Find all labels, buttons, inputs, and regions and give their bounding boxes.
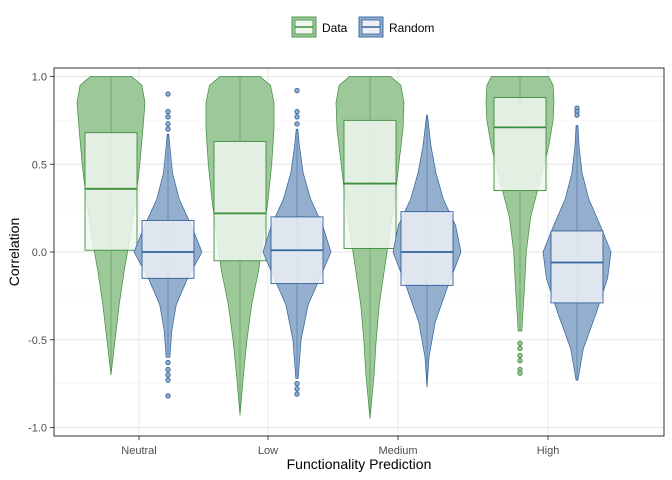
outlier-point <box>165 114 171 120</box>
outlier-point <box>517 358 523 364</box>
legend-label-data: Data <box>322 21 348 35</box>
outlier-point <box>165 359 171 366</box>
legend-label-random: Random <box>389 21 434 35</box>
y-tick-label: 0.5 <box>32 159 47 171</box>
box-random-neutral <box>141 219 195 279</box>
x-tick-label: High <box>537 445 560 457</box>
outlier-point <box>294 121 300 127</box>
y-tick-label: -0.5 <box>28 335 47 347</box>
outlier-point <box>294 87 300 94</box>
outlier-point <box>294 114 300 120</box>
outlier-point <box>574 112 580 118</box>
outlier-point <box>165 91 171 97</box>
outlier-point <box>165 121 171 127</box>
box-random-high <box>550 230 604 304</box>
chart-marks <box>76 76 612 419</box>
box-data-high <box>493 97 547 192</box>
outlier-point <box>165 372 171 378</box>
y-tick-label: -1.0 <box>28 423 47 435</box>
box-data-low <box>213 140 267 262</box>
x-tick-label: Medium <box>378 445 417 457</box>
x-tick-label: Low <box>258 445 278 457</box>
x-tick-label: Neutral <box>121 445 156 457</box>
y-tick-label: 1.0 <box>32 72 47 84</box>
y-axis-title: Correlation <box>6 218 22 286</box>
box-random-medium <box>400 211 454 286</box>
outlier-point <box>294 380 300 387</box>
outlier-point <box>165 377 171 383</box>
axes: 1.0 0.5 0.0 -0.5 -1.0 Neutral Low Medium High <box>28 67 665 457</box>
y-tick-label: 0.0 <box>32 247 47 259</box>
outlier-point <box>517 370 523 376</box>
outlier-point <box>517 340 523 346</box>
outlier-point <box>165 126 171 132</box>
outlier-point <box>294 386 300 392</box>
outlier-point <box>294 108 300 115</box>
box-data-neutral <box>84 132 138 251</box>
outlier-point <box>165 393 171 399</box>
outlier-point <box>517 352 523 359</box>
outlier-point <box>294 391 300 397</box>
outlier-point <box>165 108 171 115</box>
outlier-point <box>517 345 523 352</box>
legend: Data Random <box>291 16 434 38</box>
outlier-point <box>165 366 171 373</box>
x-axis-title: Functionality Prediction <box>287 456 432 472</box>
